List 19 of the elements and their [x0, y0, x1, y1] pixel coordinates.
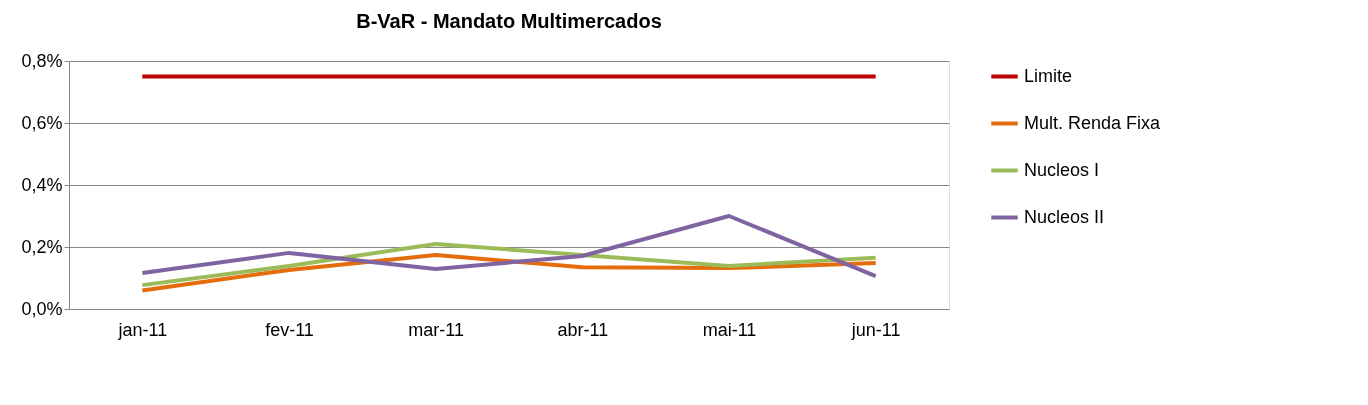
x-tick-label: fev-11 — [265, 319, 314, 340]
x-tick-label: mai-11 — [702, 319, 757, 340]
y-tick-label: 0,6% — [21, 112, 63, 133]
legend-label: Mult. Renda Fixa — [1024, 112, 1162, 133]
x-tick-label: mar-11 — [408, 319, 465, 340]
legend-label: Nucleos I — [1024, 159, 1100, 180]
line-series — [140, 214, 878, 279]
y-tick-label: 0,2% — [21, 236, 63, 257]
chart-title: B-VaR - Mandato Multimercados — [356, 10, 662, 32]
legend-label: Limite — [1024, 65, 1073, 86]
line-series — [140, 241, 878, 288]
y-tick-label: 0,4% — [21, 174, 63, 195]
line-series — [140, 253, 878, 293]
x-tick-label: jun-11 — [850, 319, 901, 340]
legend-label: Nucleos II — [1024, 206, 1105, 227]
y-tick-label: 0,0% — [21, 298, 63, 319]
x-tick-label: abr-11 — [557, 319, 609, 340]
x-tick-label: jan-11 — [117, 319, 168, 340]
y-tick-label: 0,8% — [21, 50, 63, 71]
